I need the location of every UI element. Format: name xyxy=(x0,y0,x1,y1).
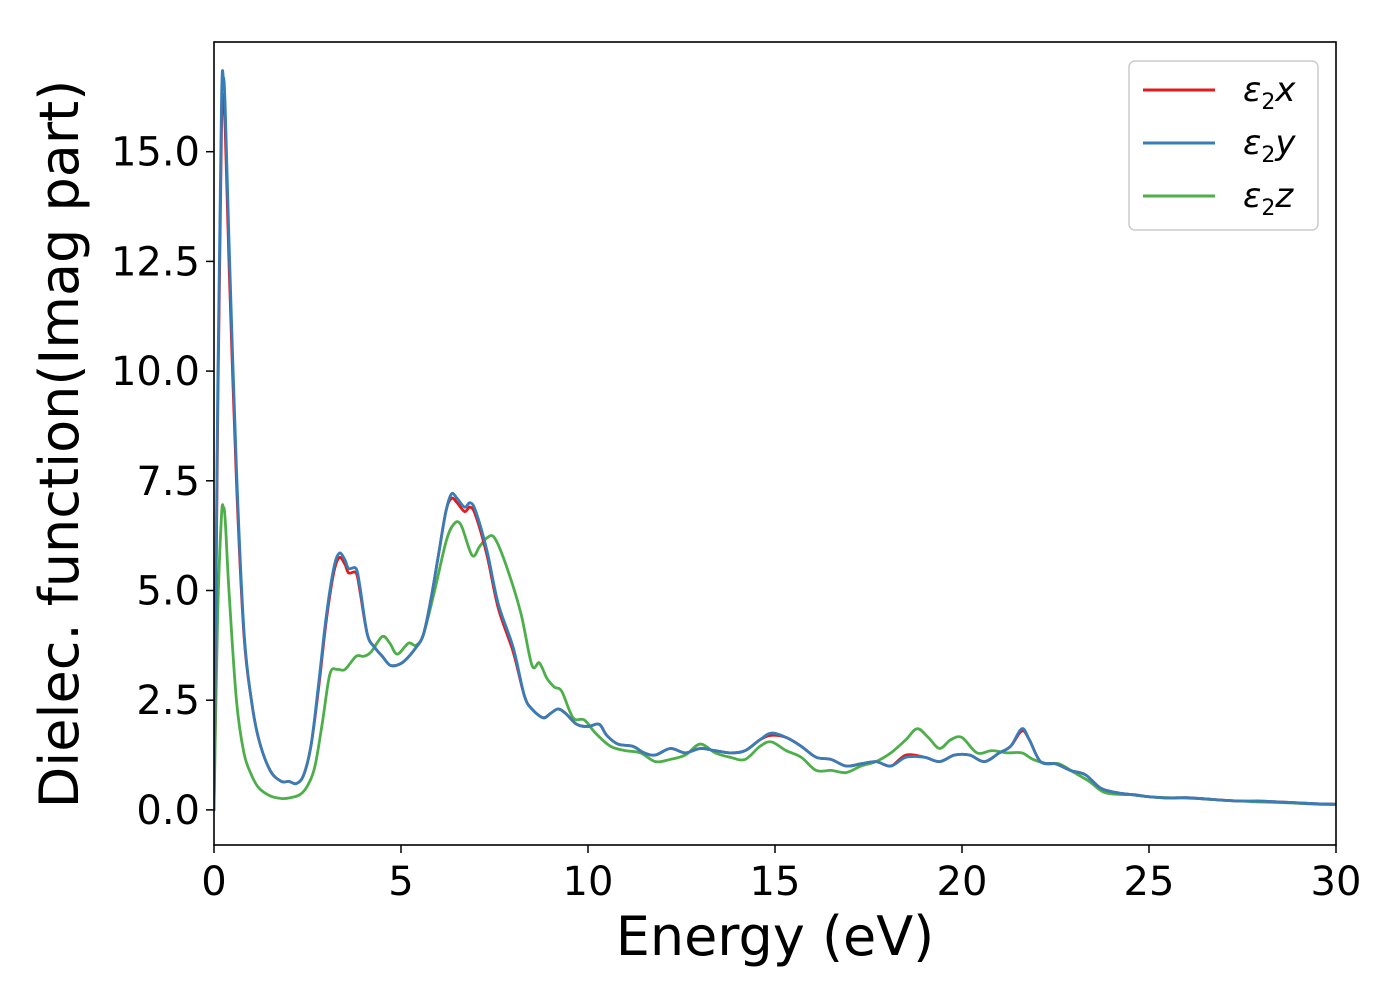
x-tick-label: 25 xyxy=(1124,859,1175,905)
y-tick-label: 12.5 xyxy=(111,239,200,285)
y-axis-label: Dielec. function(Imag part) xyxy=(28,80,91,809)
y-tick-label: 15.0 xyxy=(111,130,200,176)
x-axis-label: Energy (eV) xyxy=(616,905,935,968)
x-axis: 0 5 10 15 20 25 30 xyxy=(201,845,1361,905)
y-tick-label: 0.0 xyxy=(136,788,200,834)
legend: ε2x ε2y ε2z xyxy=(1128,60,1319,231)
y-tick-label: 5.0 xyxy=(136,568,200,614)
y-axis: 0.0 2.5 5.0 7.5 10.0 12.5 15.0 xyxy=(111,130,214,834)
x-tick-label: 0 xyxy=(201,859,226,905)
y-tick-label: 7.5 xyxy=(136,459,200,505)
legend-label: ε2x xyxy=(1243,70,1296,115)
y-tick-label: 10.0 xyxy=(111,349,200,395)
legend-box xyxy=(1128,60,1319,231)
y-tick-label: 2.5 xyxy=(136,678,200,724)
x-tick-label: 10 xyxy=(563,859,614,905)
series-line-y xyxy=(214,69,1336,812)
plot-lines xyxy=(214,69,1336,812)
x-tick-label: 5 xyxy=(388,859,413,905)
legend-label: ε2z xyxy=(1243,176,1294,221)
x-tick-label: 30 xyxy=(1311,859,1362,905)
x-tick-label: 20 xyxy=(937,859,988,905)
x-tick-label: 15 xyxy=(750,859,801,905)
legend-label: ε2y xyxy=(1243,123,1296,168)
